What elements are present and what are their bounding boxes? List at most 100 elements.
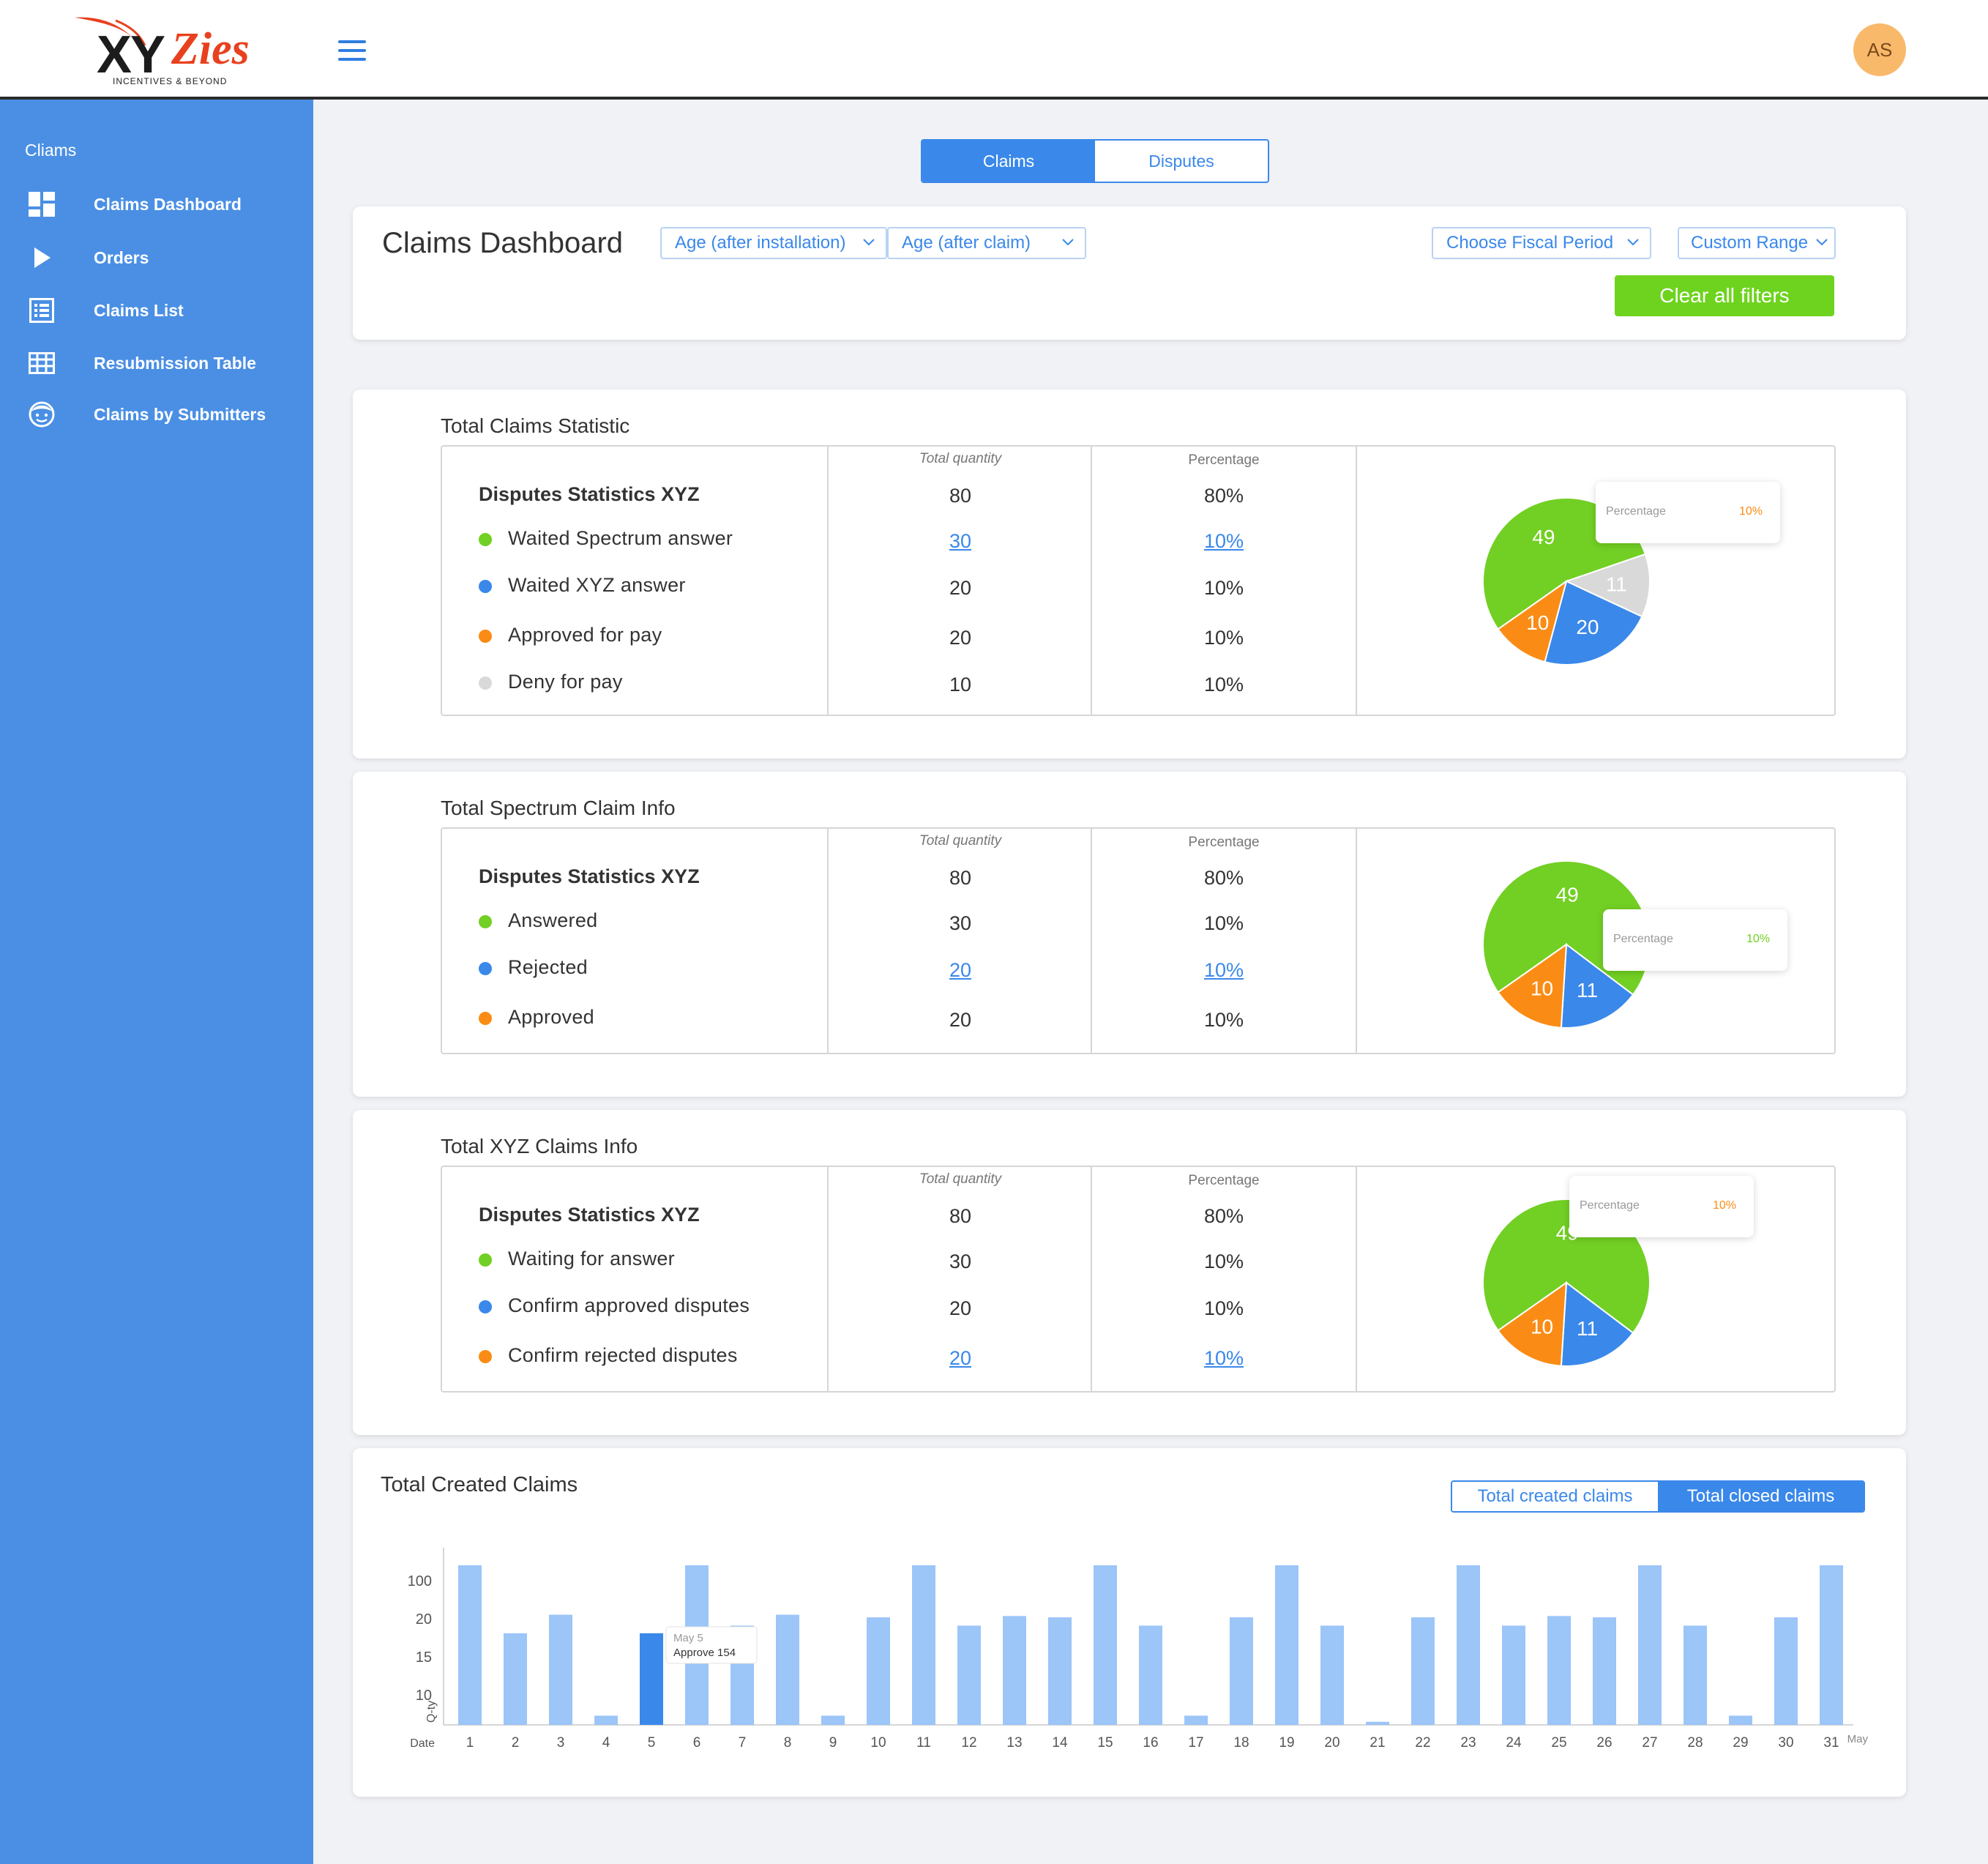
tooltip-date: May 5	[673, 1632, 703, 1644]
chart-bar[interactable]	[1139, 1625, 1162, 1725]
chart-bar[interactable]	[1048, 1617, 1072, 1725]
x-axis-label: Date	[410, 1737, 435, 1750]
x-tick-label: 21	[1369, 1735, 1385, 1751]
bar-tooltip: May 5 Approve 154	[665, 1626, 758, 1664]
pie-slice[interactable]	[1560, 943, 1634, 1029]
chart-bar[interactable]	[504, 1633, 527, 1725]
age-installation-dropdown[interactable]: Age (after installation)	[660, 227, 887, 259]
chart-bar[interactable]	[957, 1625, 981, 1725]
row-qty-link[interactable]: 20	[949, 1347, 972, 1369]
logo-tagline: INCENTIVES & BEYOND	[113, 76, 228, 86]
pie-slice[interactable]	[1497, 942, 1568, 1029]
stat-card-xyz-claims: Total XYZ Claims Info Total quantity Per…	[353, 1110, 1906, 1435]
card-title: Total XYZ Claims Info	[441, 1135, 638, 1157]
chart-bar[interactable]	[594, 1715, 618, 1725]
chart-bar[interactable]	[1320, 1625, 1344, 1725]
pie-slice[interactable]	[1560, 1281, 1634, 1367]
x-tick-label: 11	[916, 1735, 931, 1751]
y-tick-label: 15	[416, 1649, 432, 1666]
chart-bar[interactable]	[776, 1614, 799, 1726]
row-pct-link[interactable]: 10%	[1203, 530, 1244, 552]
x-tick-label: 15	[1097, 1735, 1113, 1751]
summary-qty: 80	[949, 1205, 972, 1227]
tab-disputes[interactable]: Disputes	[1148, 151, 1214, 171]
stat-card-total-claims: Total Claims Statistic Total quantity Pe…	[353, 389, 1906, 758]
sidebar-item-claims-by-submitters[interactable]: Claims by Submitters	[0, 392, 313, 436]
tab-total-created-claims[interactable]: Total created claims	[1452, 1482, 1658, 1511]
avatar[interactable]: AS	[1853, 23, 1906, 76]
chart-bar[interactable]	[1366, 1721, 1389, 1725]
chart-bar[interactable]	[1003, 1616, 1026, 1725]
age-claim-dropdown[interactable]: Age (after claim)	[887, 227, 1086, 259]
chart-bar[interactable]	[1820, 1565, 1843, 1725]
pie-slice-label: 11	[1577, 1317, 1598, 1340]
legend-dot	[479, 1012, 492, 1025]
row-pct: 10%	[1203, 577, 1244, 599]
row-label: Waited XYZ answer	[508, 574, 686, 596]
pie-slice[interactable]	[1497, 579, 1568, 663]
chart-bar[interactable]	[1184, 1715, 1208, 1725]
chart-bar[interactable]	[1638, 1565, 1662, 1725]
row-label: Waiting for answer	[508, 1248, 675, 1270]
x-tick-label: 12	[961, 1735, 976, 1751]
x-tick-label: 3	[557, 1735, 565, 1751]
xyzies-logo[interactable]: XY Zies INCENTIVES & BEYOND	[72, 13, 269, 89]
custom-range-dropdown[interactable]: Custom Range	[1678, 227, 1836, 259]
tab-total-closed-claims[interactable]: Total closed claims	[1658, 1482, 1864, 1511]
chart-bar[interactable]	[1502, 1625, 1525, 1725]
legend-dot	[479, 533, 492, 546]
chart-bar[interactable]	[867, 1617, 890, 1725]
chart-bar[interactable]	[1684, 1625, 1707, 1725]
hamburger-menu-icon[interactable]	[338, 40, 366, 61]
column-header-qty: Total quantity	[919, 833, 1002, 849]
row-qty-link[interactable]: 20	[949, 959, 972, 981]
clear-all-filters-button[interactable]: Clear all filters	[1615, 275, 1834, 316]
chart-bar[interactable]	[549, 1614, 572, 1726]
x-tick-label: 23	[1460, 1735, 1476, 1751]
chart-bar[interactable]	[1411, 1617, 1435, 1725]
sidebar-item-resubmission-table[interactable]: Resubmission Table	[0, 341, 313, 385]
chart-bar[interactable]	[1547, 1616, 1571, 1725]
pie-slice-label: 49	[1532, 526, 1555, 548]
sidebar-item-claims-list[interactable]: Claims List	[0, 288, 313, 332]
pie-slice-label: 10	[1531, 977, 1553, 1000]
chart-bar[interactable]	[1774, 1617, 1798, 1725]
dropdown-label: Age (after installation)	[675, 233, 846, 253]
chart-bar[interactable]	[1230, 1617, 1253, 1725]
chart-bar[interactable]	[821, 1715, 845, 1725]
tooltip-label: Percentage	[1606, 505, 1666, 518]
chart-bar[interactable]	[640, 1633, 663, 1725]
stat-table: Total quantity Percentage Disputes Stati…	[441, 1166, 1836, 1393]
chart-bar[interactable]	[1593, 1617, 1616, 1725]
tab-claims[interactable]: Claims	[922, 141, 1095, 182]
x-tick-label: 1	[466, 1735, 474, 1751]
table-icon	[28, 349, 56, 377]
sidebar-item-orders[interactable]: Orders	[0, 236, 313, 280]
x-tick-label: 6	[693, 1735, 701, 1751]
row-pct-link[interactable]: 10%	[1203, 959, 1244, 981]
chart-bar[interactable]	[1275, 1565, 1298, 1725]
pie-slice[interactable]	[1497, 1280, 1568, 1367]
sidebar-item-claims-dashboard[interactable]: Claims Dashboard	[0, 182, 313, 226]
x-tick-label: 28	[1687, 1735, 1703, 1751]
claims-disputes-tabs: Claims Disputes	[921, 139, 1269, 183]
pie-slice[interactable]	[1564, 553, 1651, 618]
x-axis-unit-label: May	[1847, 1733, 1869, 1745]
chart-bar[interactable]	[1457, 1565, 1480, 1725]
filters-card: Claims Dashboard Age (after installation…	[353, 206, 1906, 340]
chart-bar[interactable]	[458, 1565, 482, 1725]
stat-table: Total quantity Percentage Disputes Stati…	[441, 445, 1836, 716]
fiscal-period-dropdown[interactable]: Choose Fiscal Period	[1432, 227, 1651, 259]
card-title: Total Spectrum Claim Info	[441, 797, 676, 819]
created-claims-card: Total Created Claims Total created claim…	[353, 1448, 1906, 1797]
chart-bar[interactable]	[1094, 1565, 1117, 1725]
y-axis-label: Q-ty	[425, 1701, 438, 1723]
chevron-down-icon	[1627, 239, 1639, 246]
row-label: Answered	[508, 909, 598, 931]
row-pct: 10%	[1203, 912, 1244, 934]
chart-bar[interactable]	[1729, 1715, 1752, 1725]
chart-bar[interactable]	[912, 1565, 935, 1725]
pie-slice[interactable]	[1544, 580, 1643, 666]
row-pct-link[interactable]: 10%	[1203, 1347, 1244, 1369]
row-qty-link[interactable]: 30	[949, 530, 972, 552]
